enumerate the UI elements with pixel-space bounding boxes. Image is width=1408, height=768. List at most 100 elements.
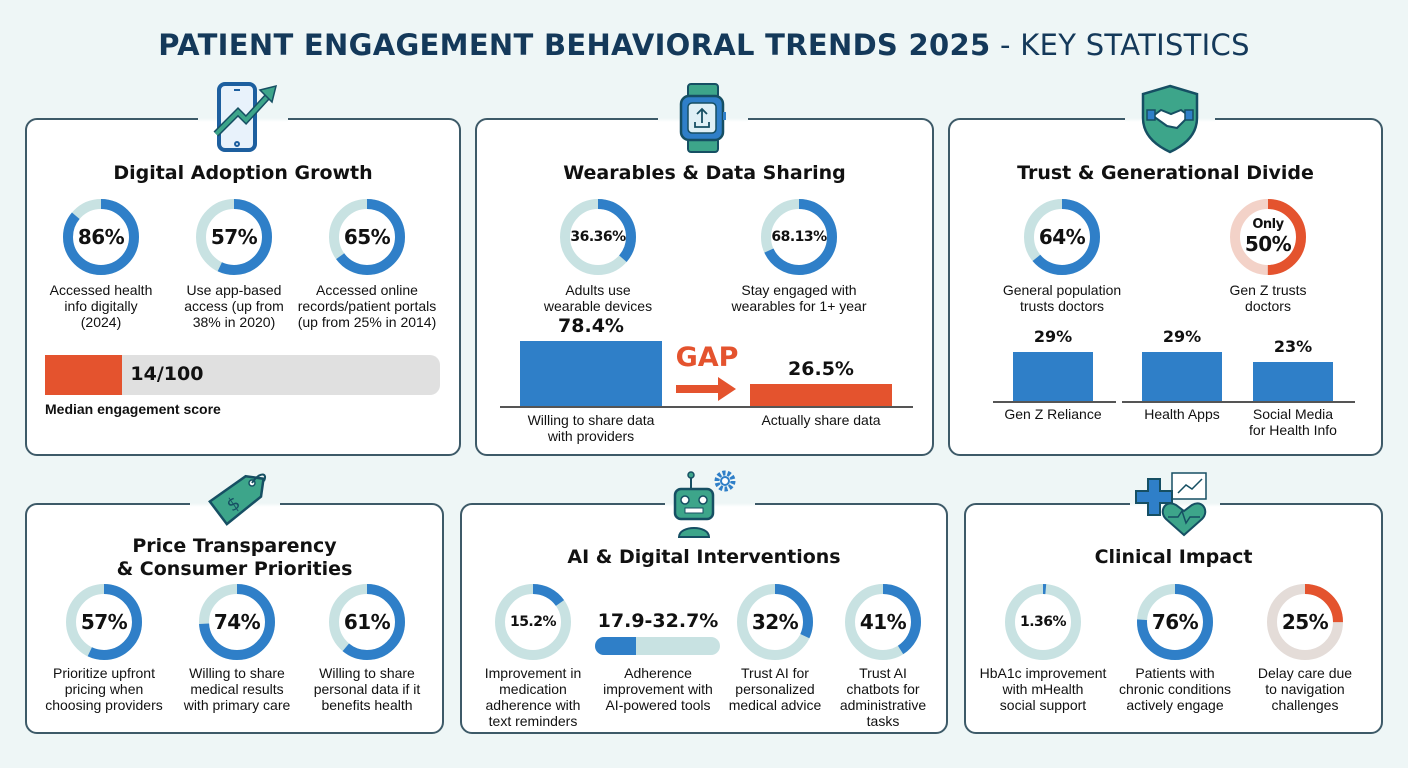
trust-bar-value: 29%	[1033, 326, 1073, 346]
donut-arc	[560, 199, 636, 275]
donut-value: 50%	[1244, 232, 1292, 256]
donut-wearables-0: 36.36%	[558, 197, 638, 277]
panel-title-ai: AI & Digital Interventions	[567, 546, 841, 568]
donut-digital-0: 86%	[61, 197, 141, 277]
smartwatch-upload-icon	[658, 82, 748, 158]
donut-arc	[1024, 199, 1100, 275]
donut-value: 76%	[1151, 610, 1199, 634]
trust-bar-label: Health Apps	[1144, 406, 1220, 422]
donut-label: Prioritize upfront pricing when choosing…	[45, 665, 163, 713]
wearables-bar-label: Willing to share data with providers	[527, 412, 655, 444]
panel-title-trust: Trust & Generational Divide	[1017, 162, 1314, 184]
trust-bar	[1253, 361, 1333, 401]
panel-title-price: Price Transparency & Consumer Priorities	[116, 535, 353, 580]
donut-label: Improvement in medication adherence with…	[484, 665, 582, 729]
donut-arc	[737, 584, 813, 660]
trust-bar-value: 29%	[1162, 326, 1202, 346]
donut-value-wrap: Only 50%	[1228, 197, 1308, 277]
donut-value: 1.36%	[1019, 614, 1067, 630]
donut-value-wrap: 65%	[327, 197, 407, 277]
wearables-bar	[520, 340, 662, 406]
donut-arc	[196, 199, 272, 275]
gap-arrow-icon	[676, 377, 736, 401]
trust-bar	[1013, 351, 1093, 401]
donut-value: 61%	[343, 610, 391, 634]
donut-clinical-1: 76%	[1135, 582, 1215, 662]
donut-digital-1: 57%	[194, 197, 274, 277]
donut-digital-2: 65%	[327, 197, 407, 277]
trust-baseline-2	[1122, 401, 1355, 403]
donut-arc	[1005, 584, 1081, 660]
donut-value-wrap: 68.13%	[759, 197, 839, 277]
donut-value: 25%	[1281, 610, 1329, 634]
ai-range-track	[595, 637, 720, 655]
donut-value: 57%	[80, 610, 128, 634]
donut-value: 41%	[859, 610, 907, 634]
trust-baseline-1	[993, 401, 1116, 403]
donut-price-2: 61%	[327, 582, 407, 662]
donut-arc	[1137, 584, 1213, 660]
donut-value: 74%	[213, 610, 261, 634]
donut-trust-1: Only 50%	[1228, 197, 1308, 277]
panel-digital-adoption	[25, 118, 461, 456]
donut-arc	[63, 199, 139, 275]
donut-label: Trust AI chatbots for administrative tas…	[839, 665, 927, 729]
medical-cross-heart-icon	[1130, 467, 1220, 543]
wearables-bar	[750, 384, 892, 406]
donut-value-wrap: 57%	[64, 582, 144, 662]
trust-bar-label: Social Media for Health Info	[1249, 406, 1337, 438]
donut-clinical-0: 1.36%	[1003, 582, 1083, 662]
price-tag-dollar-icon: $	[190, 467, 280, 543]
donut-value-wrap: 36.36%	[558, 197, 638, 277]
donut-arc	[495, 584, 571, 660]
robot-gear-icon	[665, 467, 755, 543]
donut-value-wrap: 32%	[735, 582, 815, 662]
donut-arc	[1267, 584, 1343, 660]
donut-label: Willing to share personal data if it ben…	[313, 665, 421, 713]
engagement-score-value: 14/100	[130, 363, 204, 385]
wearables-bar-value: 26.5%	[788, 358, 854, 380]
donut-value: 15.2%	[509, 614, 557, 630]
trust-bar	[1142, 351, 1222, 401]
donut-label: Stay engaged with wearables for 1+ year	[731, 282, 867, 314]
donut-ai-0: 15.2%	[493, 582, 573, 662]
wearables-baseline	[500, 406, 913, 408]
donut-price-0: 57%	[64, 582, 144, 662]
donut-arc	[1230, 199, 1306, 275]
donut-value-wrap: 1.36%	[1003, 582, 1083, 662]
donut-value-wrap: 57%	[194, 197, 274, 277]
donut-value: 64%	[1038, 225, 1086, 249]
donut-wearables-1: 68.13%	[759, 197, 839, 277]
donut-arc	[66, 584, 142, 660]
panel-title-clinical: Clinical Impact	[1094, 546, 1253, 568]
donut-label: Delay care due to navigation challenges	[1257, 665, 1353, 713]
donut-value: 65%	[343, 225, 391, 249]
donut-label: Gen Z trusts doctors	[1229, 282, 1307, 314]
trust-bar-value: 23%	[1273, 336, 1313, 356]
donut-label: Adults use wearable devices	[543, 282, 653, 314]
shield-handshake-icon	[1125, 82, 1215, 158]
donut-clinical-2: 25%	[1265, 582, 1345, 662]
donut-value: 32%	[751, 610, 799, 634]
gap-label: GAP	[675, 342, 739, 373]
title-sub: - KEY STATISTICS	[999, 28, 1250, 62]
ai-range-label: Adherence improvement with AI-powered to…	[603, 665, 713, 713]
donut-label: General population trusts doctors	[1002, 282, 1122, 314]
donut-value-wrap: 15.2%	[493, 582, 573, 662]
donut-arc	[199, 584, 275, 660]
donut-value: 36.36%	[570, 229, 626, 245]
donut-value-wrap: 76%	[1135, 582, 1215, 662]
panel-title-digital: Digital Adoption Growth	[113, 162, 373, 184]
smartphone-trend-up-icon	[198, 82, 288, 158]
donut-label: Trust AI for personalized medical advice	[728, 665, 822, 713]
donut-label: Accessed health info digitally (2024)	[49, 282, 153, 330]
donut-value: 68.13%	[771, 229, 827, 245]
panel-title-wearables: Wearables & Data Sharing	[563, 162, 846, 184]
donut-label: Willing to share medical results with pr…	[183, 665, 291, 713]
donut-trust-0: 64%	[1022, 197, 1102, 277]
engagement-score-fill	[45, 355, 123, 395]
donut-value-wrap: 86%	[61, 197, 141, 277]
donut-label: Use app-based access (up from 38% in 202…	[184, 282, 284, 330]
wearables-bar-value: 78.4%	[558, 314, 624, 337]
donut-price-1: 74%	[197, 582, 277, 662]
